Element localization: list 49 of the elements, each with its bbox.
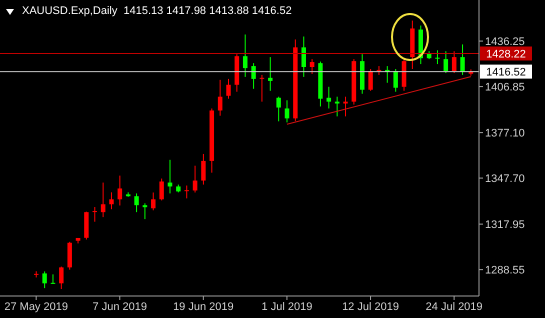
- candlestick: [218, 79, 222, 116]
- candlestick: [452, 50, 456, 74]
- candlestick: [92, 206, 98, 222]
- candlestick: [109, 192, 114, 210]
- candlestick: [251, 62, 256, 90]
- candlestick: [276, 96, 281, 122]
- candlestick: [100, 182, 106, 218]
- candlestick: [460, 44, 465, 76]
- candlestick: [184, 185, 189, 199]
- x-tick-label: 19 Jun 2019: [173, 300, 234, 313]
- y-tick-label: 1406.85: [485, 81, 525, 94]
- y-tick-label: 1347.70: [485, 173, 525, 185]
- candlestick: [310, 58, 314, 74]
- candlestick: [326, 86, 332, 109]
- x-tick-label: 24 Jul 2019: [426, 300, 483, 313]
- candlestick: [192, 165, 198, 193]
- candlestick: [268, 56, 273, 92]
- candlestick: [159, 178, 164, 201]
- candlestick: [50, 274, 56, 284]
- x-tick-label: 1 Jul 2019: [262, 300, 312, 313]
- candlestick: [151, 192, 156, 211]
- candlestick: [42, 270, 47, 289]
- x-tick-label: 7 Jun 2019: [92, 300, 147, 313]
- candlestick: [168, 159, 172, 194]
- candlestick: [242, 34, 248, 78]
- candlestick: [118, 175, 122, 206]
- candlestick: [284, 100, 290, 123]
- candlestick: [393, 68, 398, 92]
- candlestick: [201, 153, 206, 186]
- y-tick-label: 1317.95: [485, 219, 525, 232]
- y-tick-label: 1377.10: [485, 128, 525, 140]
- candlestick: [343, 96, 348, 117]
- y-tick-label: 1288.55: [485, 264, 525, 277]
- text: XAUUSD.Exp,Daily 1415.13 1417.98 1413.88 1416.52: [22, 5, 292, 17]
- candlestick: [260, 74, 264, 102]
- candlestick: [368, 68, 373, 92]
- candlestick: [334, 96, 340, 117]
- candlestick: [226, 78, 231, 100]
- x-tick-label: 27 May 2019: [4, 300, 68, 313]
- candlestick: [134, 192, 139, 213]
- candlestick: [59, 266, 64, 290]
- candlestick: [301, 36, 306, 78]
- ref-line-label: 1416.52: [486, 66, 526, 79]
- candlestick: [444, 50, 448, 74]
- x-tick-label: 12 Jul 2019: [342, 300, 399, 313]
- candlestick: [435, 50, 440, 65]
- candlestick: [142, 202, 148, 220]
- ref-line-label: 1428.22: [486, 48, 526, 61]
- y-tick-label: 1436.25: [485, 36, 525, 48]
